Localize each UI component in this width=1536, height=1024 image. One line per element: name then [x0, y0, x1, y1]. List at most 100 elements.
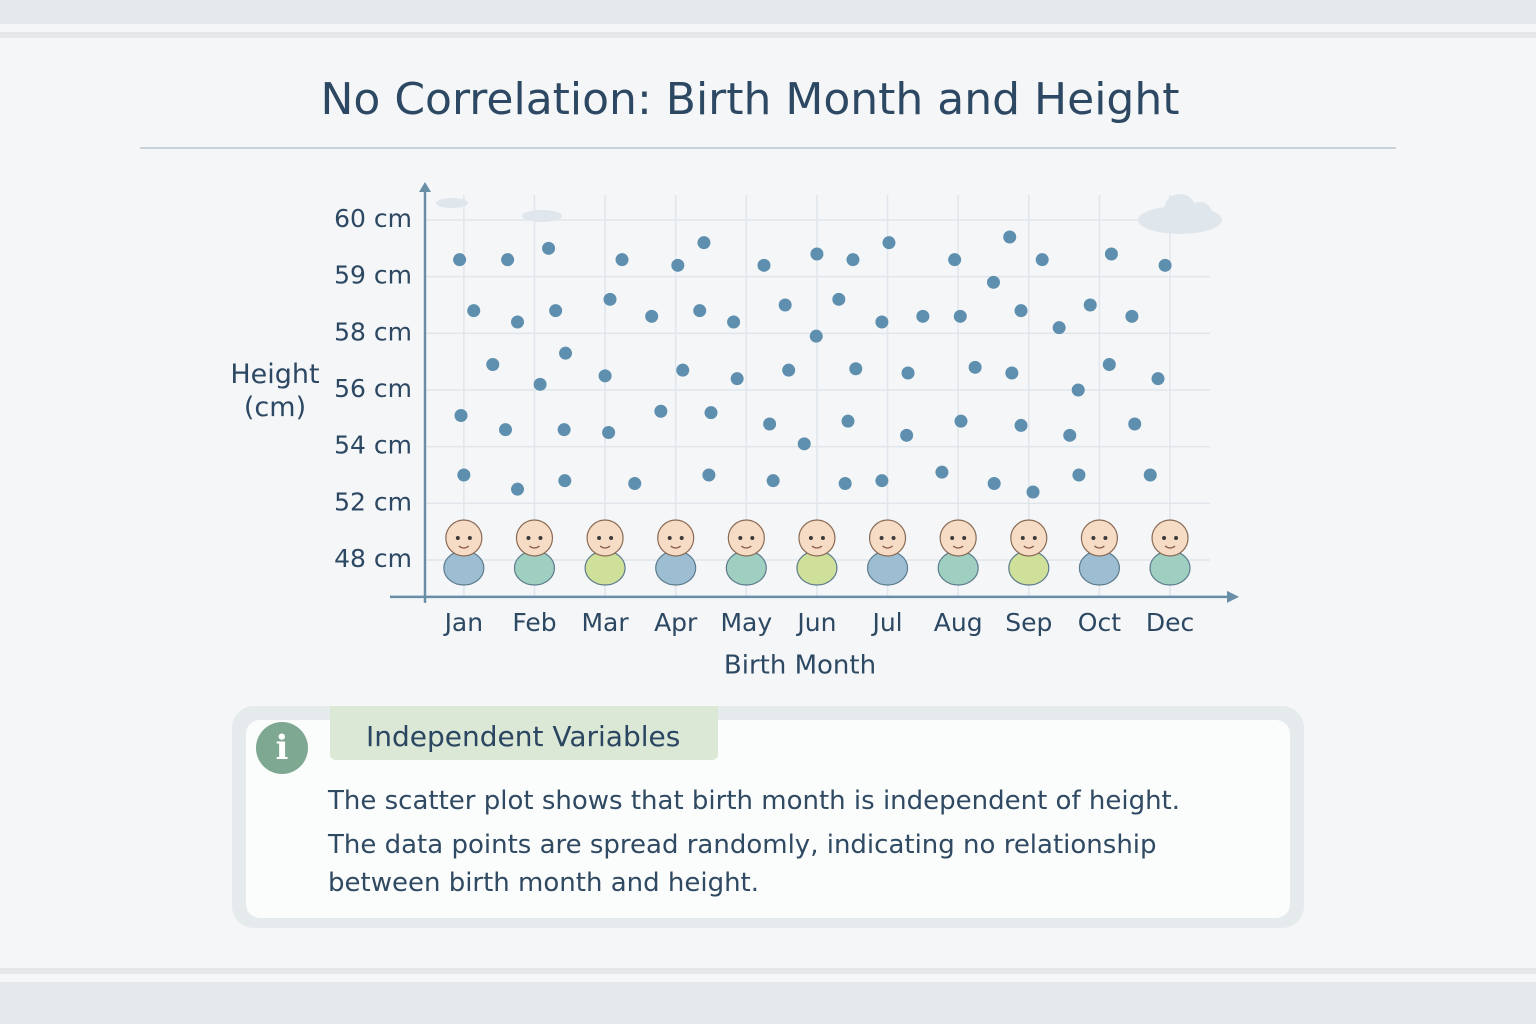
- scatter-point: [697, 236, 711, 250]
- scatter-point: [810, 247, 824, 261]
- baby-eye: [538, 536, 543, 540]
- scatter-point: [882, 236, 896, 250]
- top-band: [0, 0, 1536, 24]
- baby-mouth: [952, 545, 964, 549]
- top-rule: [0, 32, 1536, 38]
- scatter-point: [454, 409, 468, 422]
- baby-icon: [584, 519, 626, 586]
- scatter-point: [704, 406, 718, 420]
- scatter-point: [1143, 468, 1157, 482]
- scatter-point: [849, 362, 863, 376]
- scatter-point: [1151, 372, 1165, 386]
- scatter-point: [602, 426, 616, 439]
- scatter-point: [968, 360, 982, 374]
- marks: [453, 230, 1172, 499]
- x-tick-label: Jan: [443, 608, 484, 637]
- baby-mouth: [811, 545, 823, 549]
- scatter-point: [1083, 298, 1097, 312]
- baby-head: [1080, 519, 1119, 557]
- scatter-point: [832, 292, 846, 306]
- info-text: The scatter plot shows that birth month …: [328, 782, 1258, 908]
- baby-eye: [950, 536, 955, 540]
- scatter-point: [730, 372, 744, 386]
- scatter-point: [671, 258, 685, 272]
- scatter-point: [559, 346, 573, 360]
- x-tick-label: May: [720, 608, 772, 637]
- x-tick-label: Jul: [870, 608, 902, 637]
- scatter-point: [654, 404, 668, 418]
- scatter-point: [1102, 358, 1116, 371]
- baby-eye: [1032, 536, 1037, 540]
- scatter-point: [645, 309, 659, 323]
- baby-eye: [738, 536, 743, 540]
- bottom-band: [0, 982, 1536, 1024]
- scatter-point: [797, 437, 811, 451]
- baby-eye: [1091, 536, 1096, 540]
- scatter-point: [846, 253, 860, 267]
- baby-eye: [1174, 536, 1179, 540]
- scatter-point: [900, 428, 914, 442]
- scatter-point: [1005, 366, 1019, 380]
- baby-head: [939, 519, 977, 557]
- x-tick-label: Feb: [512, 608, 556, 637]
- scatter-point: [1125, 309, 1139, 323]
- scatter-point: [766, 474, 780, 488]
- scatter-point: [875, 315, 889, 329]
- y-tick-label: 54 cm: [334, 431, 412, 460]
- baby-icon: [513, 519, 556, 586]
- baby-eye: [1020, 536, 1025, 540]
- baby-mouth: [740, 545, 752, 549]
- baby-eye: [820, 536, 825, 540]
- baby-eye: [597, 536, 602, 540]
- scatter-point: [457, 468, 471, 482]
- baby-eye: [526, 536, 531, 540]
- x-tick-label: Sep: [1005, 608, 1052, 637]
- clouds: [436, 194, 1222, 234]
- baby-head: [868, 519, 907, 557]
- x-tick-label: Apr: [654, 608, 698, 637]
- scatter-point: [533, 377, 547, 391]
- baby-head: [1151, 519, 1189, 557]
- scatter-point: [542, 241, 556, 255]
- scatter-point: [875, 474, 889, 488]
- info-heading: Independent Variables: [330, 706, 718, 760]
- y-tick-label: 52 cm: [334, 487, 412, 516]
- scatter-point: [948, 253, 962, 267]
- scatter-point: [557, 423, 571, 437]
- scatter-point: [453, 253, 467, 267]
- scatter-point: [727, 315, 741, 329]
- baby-mouth: [599, 545, 611, 549]
- scatter-point: [1158, 258, 1172, 272]
- scatter-point: [511, 315, 525, 329]
- info-box: i Independent Variables The scatter plot…: [232, 706, 1304, 928]
- scatter-point: [935, 465, 949, 479]
- baby-eye: [679, 536, 684, 540]
- baby-eye: [455, 536, 460, 540]
- scatter-point: [628, 477, 642, 490]
- baby-icon: [796, 519, 838, 586]
- y-axis-arrow: [419, 182, 431, 192]
- baby-mouth: [670, 545, 682, 549]
- x-tick-label: Mar: [581, 608, 629, 637]
- baby-head: [798, 519, 836, 557]
- x-tick-label: Oct: [1078, 608, 1121, 637]
- baby-eye: [467, 536, 472, 540]
- baby-icon: [725, 519, 767, 586]
- scatter-point: [1014, 304, 1028, 318]
- scatter-point: [838, 477, 852, 490]
- x-axis-arrow: [1227, 590, 1239, 603]
- baby-mouth: [1164, 545, 1176, 549]
- scatter-point: [953, 309, 967, 323]
- baby-eye: [609, 536, 614, 540]
- baby-icon: [1149, 519, 1191, 586]
- x-tick-label: Aug: [934, 608, 983, 637]
- baby-eye: [750, 536, 755, 540]
- scatter-point: [501, 253, 515, 267]
- y-tick-label: 58 cm: [334, 317, 412, 346]
- scatter-point: [598, 369, 612, 383]
- baby-icon: [937, 519, 979, 586]
- info-paragraph: The scatter plot shows that birth month …: [328, 786, 1181, 816]
- scatter-point: [693, 304, 707, 318]
- baby-head: [657, 519, 695, 557]
